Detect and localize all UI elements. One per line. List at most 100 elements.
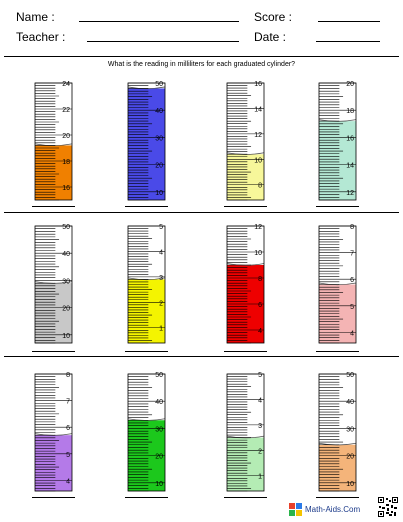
scale-label: 8 (66, 372, 70, 379)
scale-label: 20 (155, 454, 163, 461)
scale-label: 4 (258, 397, 262, 404)
brand-name: Math-Aids.Com (305, 505, 361, 514)
score-field[interactable] (318, 21, 380, 22)
row-divider-1 (4, 212, 399, 213)
answer-line[interactable] (32, 206, 75, 207)
scale-label: 6 (350, 277, 354, 284)
scale-label: 40 (155, 108, 163, 115)
scale-label: 2 (159, 300, 163, 307)
scale-label: 5 (350, 304, 354, 311)
cylinder-outline (226, 373, 265, 492)
graduated-cylinder: 1 2 3 4 5 (127, 220, 166, 344)
date-field[interactable] (316, 41, 380, 42)
scale-label: 6 (66, 425, 70, 432)
cylinder-outline (34, 373, 73, 492)
scale-label: 18 (346, 108, 354, 115)
scale-label: 4 (350, 330, 354, 337)
graduated-cylinder: 10 20 30 40 50 (127, 77, 166, 201)
scale-label: 12 (346, 190, 354, 197)
scale-label: 3 (258, 423, 262, 430)
graduated-cylinder: 1 2 3 4 5 (226, 368, 265, 492)
scale-label: 8 (258, 276, 262, 283)
graduated-cylinder: 4 5 6 7 8 (34, 368, 73, 492)
scale-label: 20 (62, 306, 70, 313)
math-aids-logo-icon (289, 503, 302, 516)
cylinder-outline (318, 225, 357, 344)
answer-line[interactable] (125, 206, 168, 207)
scale-label: 20 (346, 81, 354, 88)
cylinder-outline (127, 225, 166, 344)
scale-label: 24 (62, 81, 70, 88)
score-label: Score : (254, 10, 293, 24)
liquid-fill (128, 279, 165, 343)
scale-label: 20 (346, 454, 354, 461)
scale-label: 50 (62, 224, 70, 231)
answer-line[interactable] (316, 206, 359, 207)
scale-label: 8 (350, 224, 354, 231)
scale-label: 50 (346, 372, 354, 379)
answer-line[interactable] (125, 497, 168, 498)
liquid-fill (128, 88, 165, 200)
scale-label: 20 (62, 133, 70, 140)
name-field[interactable] (79, 21, 239, 22)
scale-label: 1 (258, 474, 262, 481)
graduated-cylinder: 10 20 30 40 50 (318, 368, 357, 492)
teacher-field[interactable] (87, 41, 239, 42)
scale-label: 5 (66, 452, 70, 459)
scale-label: 2 (258, 448, 262, 455)
answer-line[interactable] (224, 206, 267, 207)
scale-label: 18 (62, 159, 70, 166)
liquid-fill (319, 444, 356, 491)
liquid-fill (227, 437, 264, 491)
instructions: What is the reading in milliliters for e… (107, 61, 296, 68)
cylinder-outline (34, 82, 73, 201)
name-label: Name : (16, 10, 55, 24)
liquid-fill (319, 121, 356, 200)
answer-line[interactable] (224, 497, 267, 498)
scale-label: 30 (346, 426, 354, 433)
cylinder-outline (226, 82, 265, 201)
scale-label: 16 (346, 135, 354, 142)
scale-label: 50 (155, 81, 163, 88)
cylinder-outline (127, 82, 166, 201)
answer-line[interactable] (224, 351, 267, 352)
liquid-fill (35, 435, 72, 491)
answer-line[interactable] (316, 497, 359, 498)
scale-label: 30 (155, 135, 163, 142)
scale-label: 10 (62, 333, 70, 340)
graduated-cylinder: 12 14 16 18 20 (318, 77, 357, 201)
scale-label: 16 (254, 81, 262, 88)
liquid-fill (35, 145, 72, 200)
scale-label: 4 (159, 249, 163, 256)
answer-line[interactable] (32, 497, 75, 498)
cylinder-outline (34, 225, 73, 344)
scale-label: 12 (254, 132, 262, 139)
answer-line[interactable] (316, 351, 359, 352)
scale-label: 20 (155, 163, 163, 170)
cylinder-outline (318, 373, 357, 492)
scale-label: 40 (346, 399, 354, 406)
scale-label: 14 (346, 163, 354, 170)
header-divider (4, 56, 399, 57)
scale-label: 7 (66, 399, 70, 406)
scale-label: 10 (346, 481, 354, 488)
row-divider-2 (4, 356, 399, 357)
scale-label: 40 (155, 399, 163, 406)
answer-line[interactable] (32, 351, 75, 352)
scale-label: 5 (258, 372, 262, 379)
graduated-cylinder: 4 6 8 10 12 (226, 220, 265, 344)
scale-label: 14 (254, 106, 262, 113)
scale-label: 5 (159, 224, 163, 231)
cylinder-outline (127, 373, 166, 492)
scale-label: 30 (62, 278, 70, 285)
answer-line[interactable] (125, 351, 168, 352)
scale-label: 22 (62, 107, 70, 114)
scale-label: 30 (155, 426, 163, 433)
cylinder-outline (318, 82, 357, 201)
scale-label: 1 (159, 326, 163, 333)
scale-label: 10 (155, 190, 163, 197)
cylinder-outline (226, 225, 265, 344)
scale-label: 16 (62, 185, 70, 192)
date-label: Date : (254, 30, 287, 44)
scale-label: 40 (62, 251, 70, 258)
